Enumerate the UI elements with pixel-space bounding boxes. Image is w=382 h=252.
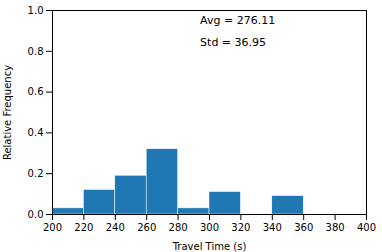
svg-text:340: 340: [263, 222, 282, 233]
svg-text:0.8: 0.8: [28, 46, 44, 57]
svg-text:360: 360: [294, 222, 313, 233]
svg-text:400: 400: [357, 222, 376, 233]
svg-text:300: 300: [200, 222, 219, 233]
svg-text:0.6: 0.6: [28, 86, 44, 97]
svg-text:260: 260: [137, 222, 156, 233]
svg-text:Travel Time (s): Travel Time (s): [172, 241, 247, 252]
svg-text:320: 320: [231, 222, 250, 233]
svg-text:Relative Frequency: Relative Frequency: [2, 65, 13, 160]
svg-text:380: 380: [326, 222, 345, 233]
svg-text:220: 220: [74, 222, 93, 233]
svg-text:200: 200: [43, 222, 62, 233]
svg-text:240: 240: [106, 222, 125, 233]
svg-text:0.4: 0.4: [28, 127, 44, 138]
svg-text:0.0: 0.0: [28, 209, 44, 220]
svg-text:280: 280: [169, 222, 188, 233]
svg-text:Avg = 276.11Std = 36.95: Avg = 276.11Std = 36.95: [200, 14, 275, 49]
svg-text:1.0: 1.0: [28, 5, 44, 16]
svg-text:0.2: 0.2: [28, 168, 44, 179]
